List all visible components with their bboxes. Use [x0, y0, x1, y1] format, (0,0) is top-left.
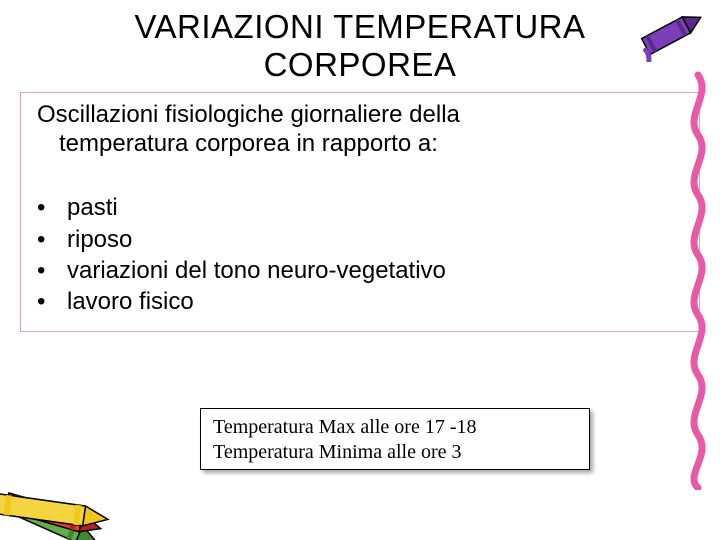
bullet-text: pasti	[67, 192, 118, 223]
squiggle-icon	[682, 70, 714, 490]
callout-line1: Temperatura Max alle ore 17 -18	[213, 415, 577, 440]
crayon-purple-icon	[634, 2, 708, 62]
callout-box: Temperatura Max alle ore 17 -18 Temperat…	[200, 408, 590, 470]
slide-title-line1: VARIAZIONI TEMPERATURA	[0, 8, 720, 46]
bullet-dot: •	[37, 286, 67, 317]
bullet-dot: •	[37, 224, 67, 255]
intro-line1: Oscillazioni fisiologiche giornaliere de…	[31, 101, 689, 130]
list-item: •pasti	[37, 192, 689, 223]
list-item: •riposo	[37, 224, 689, 255]
bullet-text: lavoro fisico	[67, 286, 194, 317]
content-box: Oscillazioni fisiologiche giornaliere de…	[20, 92, 700, 332]
list-item: •variazioni del tono neuro-vegetativo	[37, 255, 689, 286]
title-area: VARIAZIONI TEMPERATURA CORPOREA	[0, 0, 720, 84]
callout-line2: Temperatura Minima alle ore 3	[213, 440, 577, 465]
bullet-text: variazioni del tono neuro-vegetativo	[67, 255, 446, 286]
list-item: •lavoro fisico	[37, 286, 689, 317]
bullet-text: riposo	[67, 224, 132, 255]
intro-line2: temperatura corporea in rapporto a:	[31, 130, 689, 159]
crayons-trio-icon	[0, 460, 160, 540]
slide-title-line2: CORPOREA	[0, 46, 720, 84]
bullet-list: •pasti •riposo •variazioni del tono neur…	[31, 192, 689, 317]
bullet-dot: •	[37, 192, 67, 223]
bullet-dot: •	[37, 255, 67, 286]
